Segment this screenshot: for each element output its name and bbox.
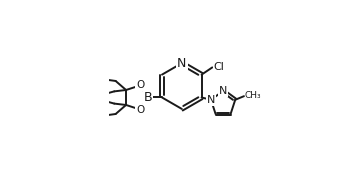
Text: N: N bbox=[177, 57, 187, 70]
Text: B: B bbox=[144, 91, 152, 104]
Text: CH₃: CH₃ bbox=[245, 91, 262, 100]
Text: N: N bbox=[219, 86, 227, 96]
Text: O: O bbox=[136, 80, 144, 90]
Text: N: N bbox=[207, 95, 215, 105]
Text: O: O bbox=[136, 105, 144, 115]
Text: Cl: Cl bbox=[213, 62, 224, 72]
